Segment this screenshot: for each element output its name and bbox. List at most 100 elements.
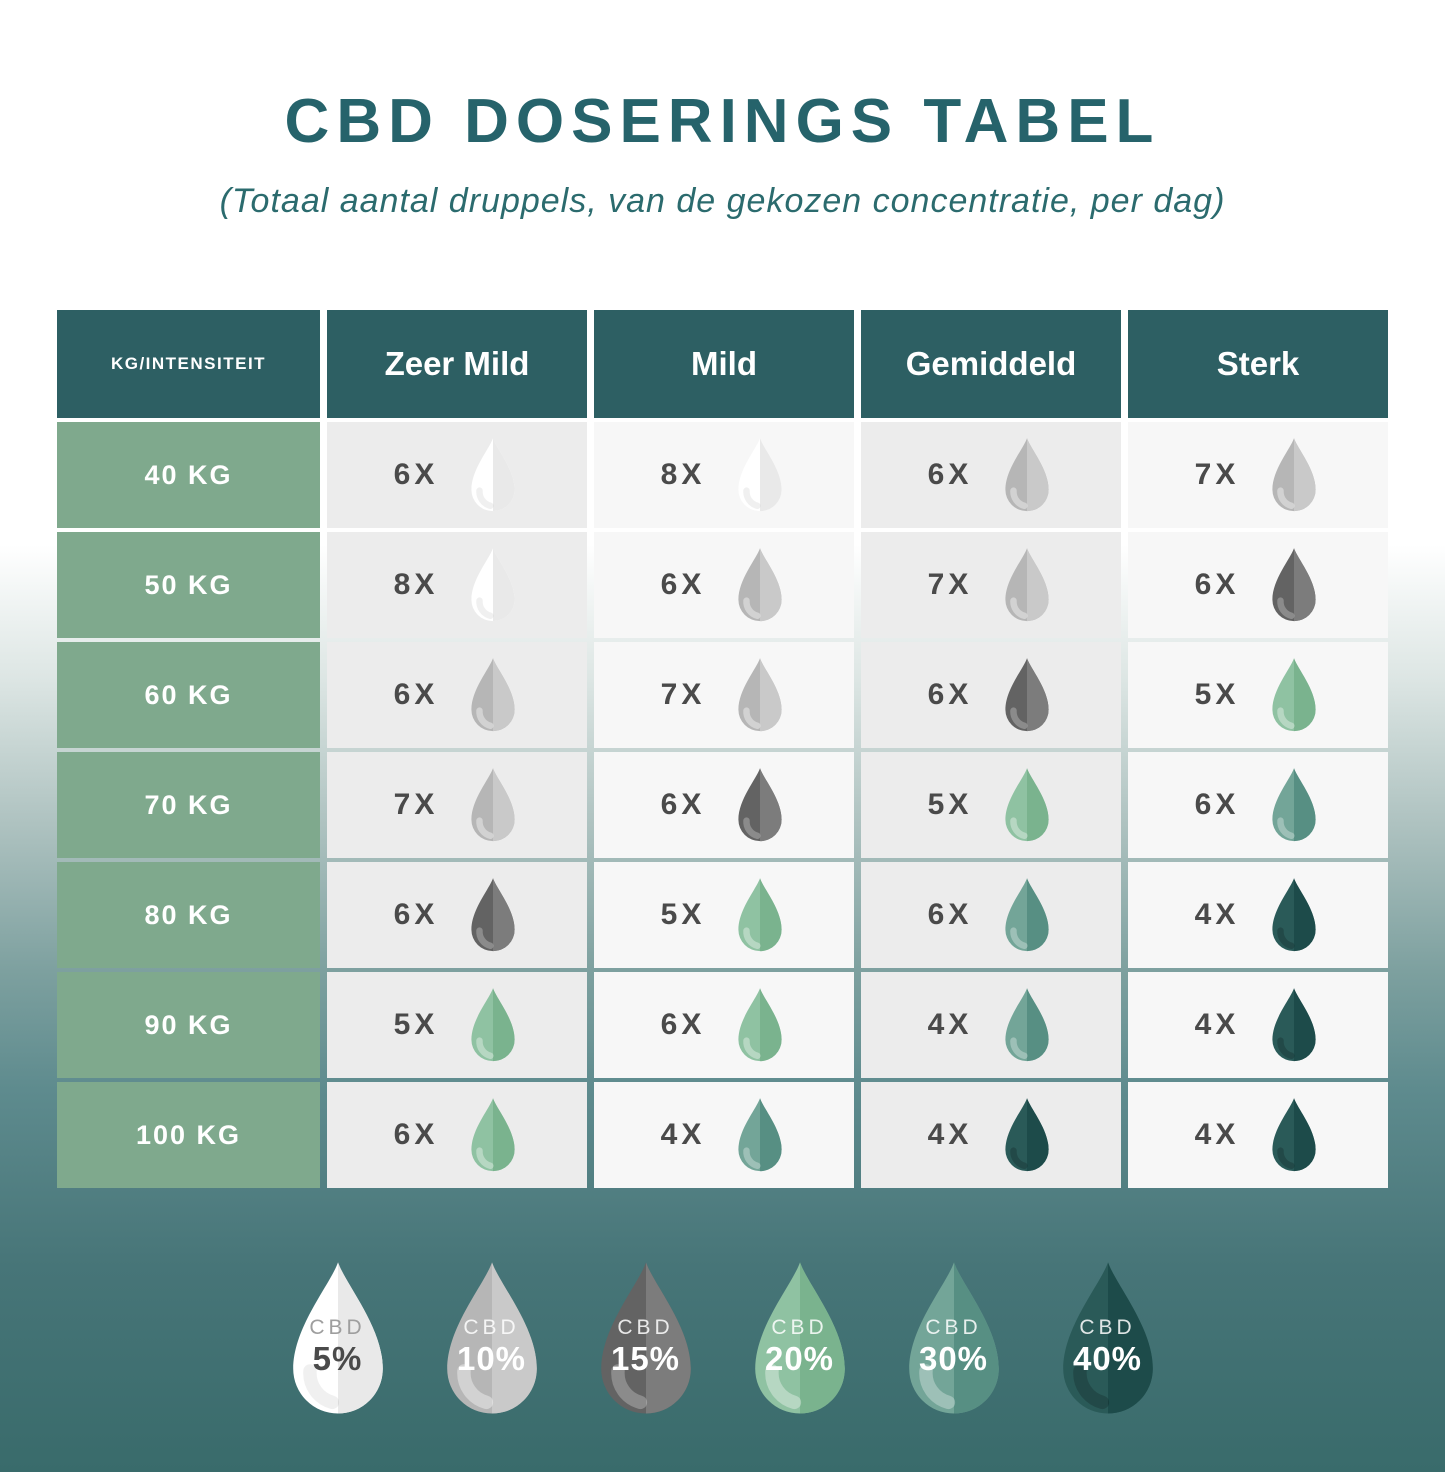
droplet-icon	[1005, 438, 1049, 512]
dose-count: 4X	[1194, 898, 1240, 931]
droplet-icon	[471, 658, 515, 732]
dose-count: 6X	[660, 568, 706, 601]
droplet-icon	[1005, 1098, 1049, 1172]
dose-count: 6X	[1194, 568, 1240, 601]
legend-item: CBD 30%	[898, 1260, 1010, 1417]
droplet-icon	[471, 988, 515, 1062]
droplet-icon	[1272, 878, 1316, 952]
dose-cell: 7X	[327, 752, 587, 858]
droplet-icon	[738, 438, 782, 512]
dose-cell: 4X	[861, 972, 1121, 1078]
header-cell-2: Gemiddeld	[861, 310, 1121, 418]
dose-cell: 7X	[1128, 422, 1388, 528]
dose-cell: 4X	[1128, 972, 1388, 1078]
legend-item: CBD 40%	[1052, 1260, 1164, 1417]
dose-count: 4X	[927, 1118, 973, 1151]
legend-item: CBD 15%	[590, 1260, 702, 1417]
dose-count: 7X	[660, 678, 706, 711]
dose-cell: 4X	[1128, 1082, 1388, 1188]
dose-cell: 6X	[594, 532, 854, 638]
droplet-icon	[600, 1262, 691, 1414]
dose-cell: 6X	[327, 862, 587, 968]
dose-count: 4X	[927, 1008, 973, 1041]
header-cell-1: Mild	[594, 310, 854, 418]
dose-count: 6X	[393, 458, 439, 491]
dose-count: 8X	[660, 458, 706, 491]
droplet-icon	[1005, 768, 1049, 842]
weight-cell: 40 KG	[57, 422, 320, 528]
dose-cell: 4X	[861, 1082, 1121, 1188]
dose-cell: 6X	[1128, 532, 1388, 638]
dose-cell: 6X	[327, 422, 587, 528]
dose-cell: 6X	[594, 752, 854, 858]
legend-percent: 20%	[764, 1340, 835, 1377]
weight-cell: 60 KG	[57, 642, 320, 748]
dose-cell: 6X	[327, 1082, 587, 1188]
droplet-icon	[1272, 548, 1316, 622]
dose-count: 8X	[393, 568, 439, 601]
legend-cbd-label: CBD	[1079, 1316, 1136, 1339]
droplet-icon	[1272, 438, 1316, 512]
legend-percent: 40%	[1072, 1340, 1143, 1377]
droplet-icon	[1062, 1262, 1153, 1414]
dosage-table: KG/INTENSITEIT Zeer Mild Mild Gemiddeld Ster…	[57, 310, 1388, 1188]
dose-count: 6X	[927, 678, 973, 711]
concentration-legend: CBD 5% CBD 10% CBD 15% CBD 20% C	[0, 1260, 1445, 1417]
dose-count: 7X	[1194, 458, 1240, 491]
weight-cell: 50 KG	[57, 532, 320, 638]
dose-count: 4X	[1194, 1008, 1240, 1041]
droplet-icon	[738, 1098, 782, 1172]
droplet-icon	[908, 1262, 999, 1414]
droplet-icon	[738, 768, 782, 842]
legend-item: CBD 5%	[282, 1260, 394, 1417]
dose-cell: 6X	[594, 972, 854, 1078]
dose-count: 6X	[927, 898, 973, 931]
dose-count: 4X	[1194, 1118, 1240, 1151]
dose-cell: 5X	[861, 752, 1121, 858]
droplet-icon	[471, 878, 515, 952]
droplet-icon	[292, 1262, 383, 1414]
dose-cell: 6X	[1128, 752, 1388, 858]
droplet-icon	[754, 1262, 845, 1414]
weight-cell: 100 KG	[57, 1082, 320, 1188]
droplet-icon	[471, 768, 515, 842]
legend-percent: 5%	[312, 1340, 363, 1377]
dose-count: 7X	[393, 788, 439, 821]
header-cell-3: Sterk	[1128, 310, 1388, 418]
dose-count: 6X	[393, 898, 439, 931]
dose-cell: 7X	[594, 642, 854, 748]
legend-cbd-label: CBD	[925, 1316, 982, 1339]
droplet-icon	[471, 438, 515, 512]
droplet-icon	[738, 878, 782, 952]
dose-count: 4X	[660, 1118, 706, 1151]
dose-cell: 7X	[861, 532, 1121, 638]
droplet-icon	[1005, 658, 1049, 732]
droplet-icon	[471, 1098, 515, 1172]
weight-cell: 70 KG	[57, 752, 320, 858]
droplet-icon	[738, 658, 782, 732]
dose-cell: 4X	[1128, 862, 1388, 968]
weight-cell: 80 KG	[57, 862, 320, 968]
droplet-icon	[1272, 658, 1316, 732]
dose-count: 6X	[393, 1118, 439, 1151]
droplet-icon	[446, 1262, 537, 1414]
dose-count: 5X	[393, 1008, 439, 1041]
dose-count: 7X	[927, 568, 973, 601]
legend-cbd-label: CBD	[617, 1316, 674, 1339]
legend-percent: 10%	[456, 1340, 527, 1377]
legend-cbd-label: CBD	[771, 1316, 828, 1339]
legend-item: CBD 20%	[744, 1260, 856, 1417]
dose-cell: 6X	[327, 642, 587, 748]
dose-count: 6X	[1194, 788, 1240, 821]
header-cell-kg-intensiteit: KG/INTENSITEIT	[57, 310, 320, 418]
droplet-icon	[1272, 988, 1316, 1062]
dose-count: 5X	[1194, 678, 1240, 711]
page-title: CBD DOSERINGS TABEL	[284, 87, 1161, 156]
dose-count: 5X	[927, 788, 973, 821]
dose-count: 6X	[927, 458, 973, 491]
droplet-icon	[1005, 548, 1049, 622]
legend-percent: 15%	[610, 1340, 681, 1377]
dose-count: 6X	[393, 678, 439, 711]
dose-cell: 5X	[594, 862, 854, 968]
dose-cell: 5X	[327, 972, 587, 1078]
